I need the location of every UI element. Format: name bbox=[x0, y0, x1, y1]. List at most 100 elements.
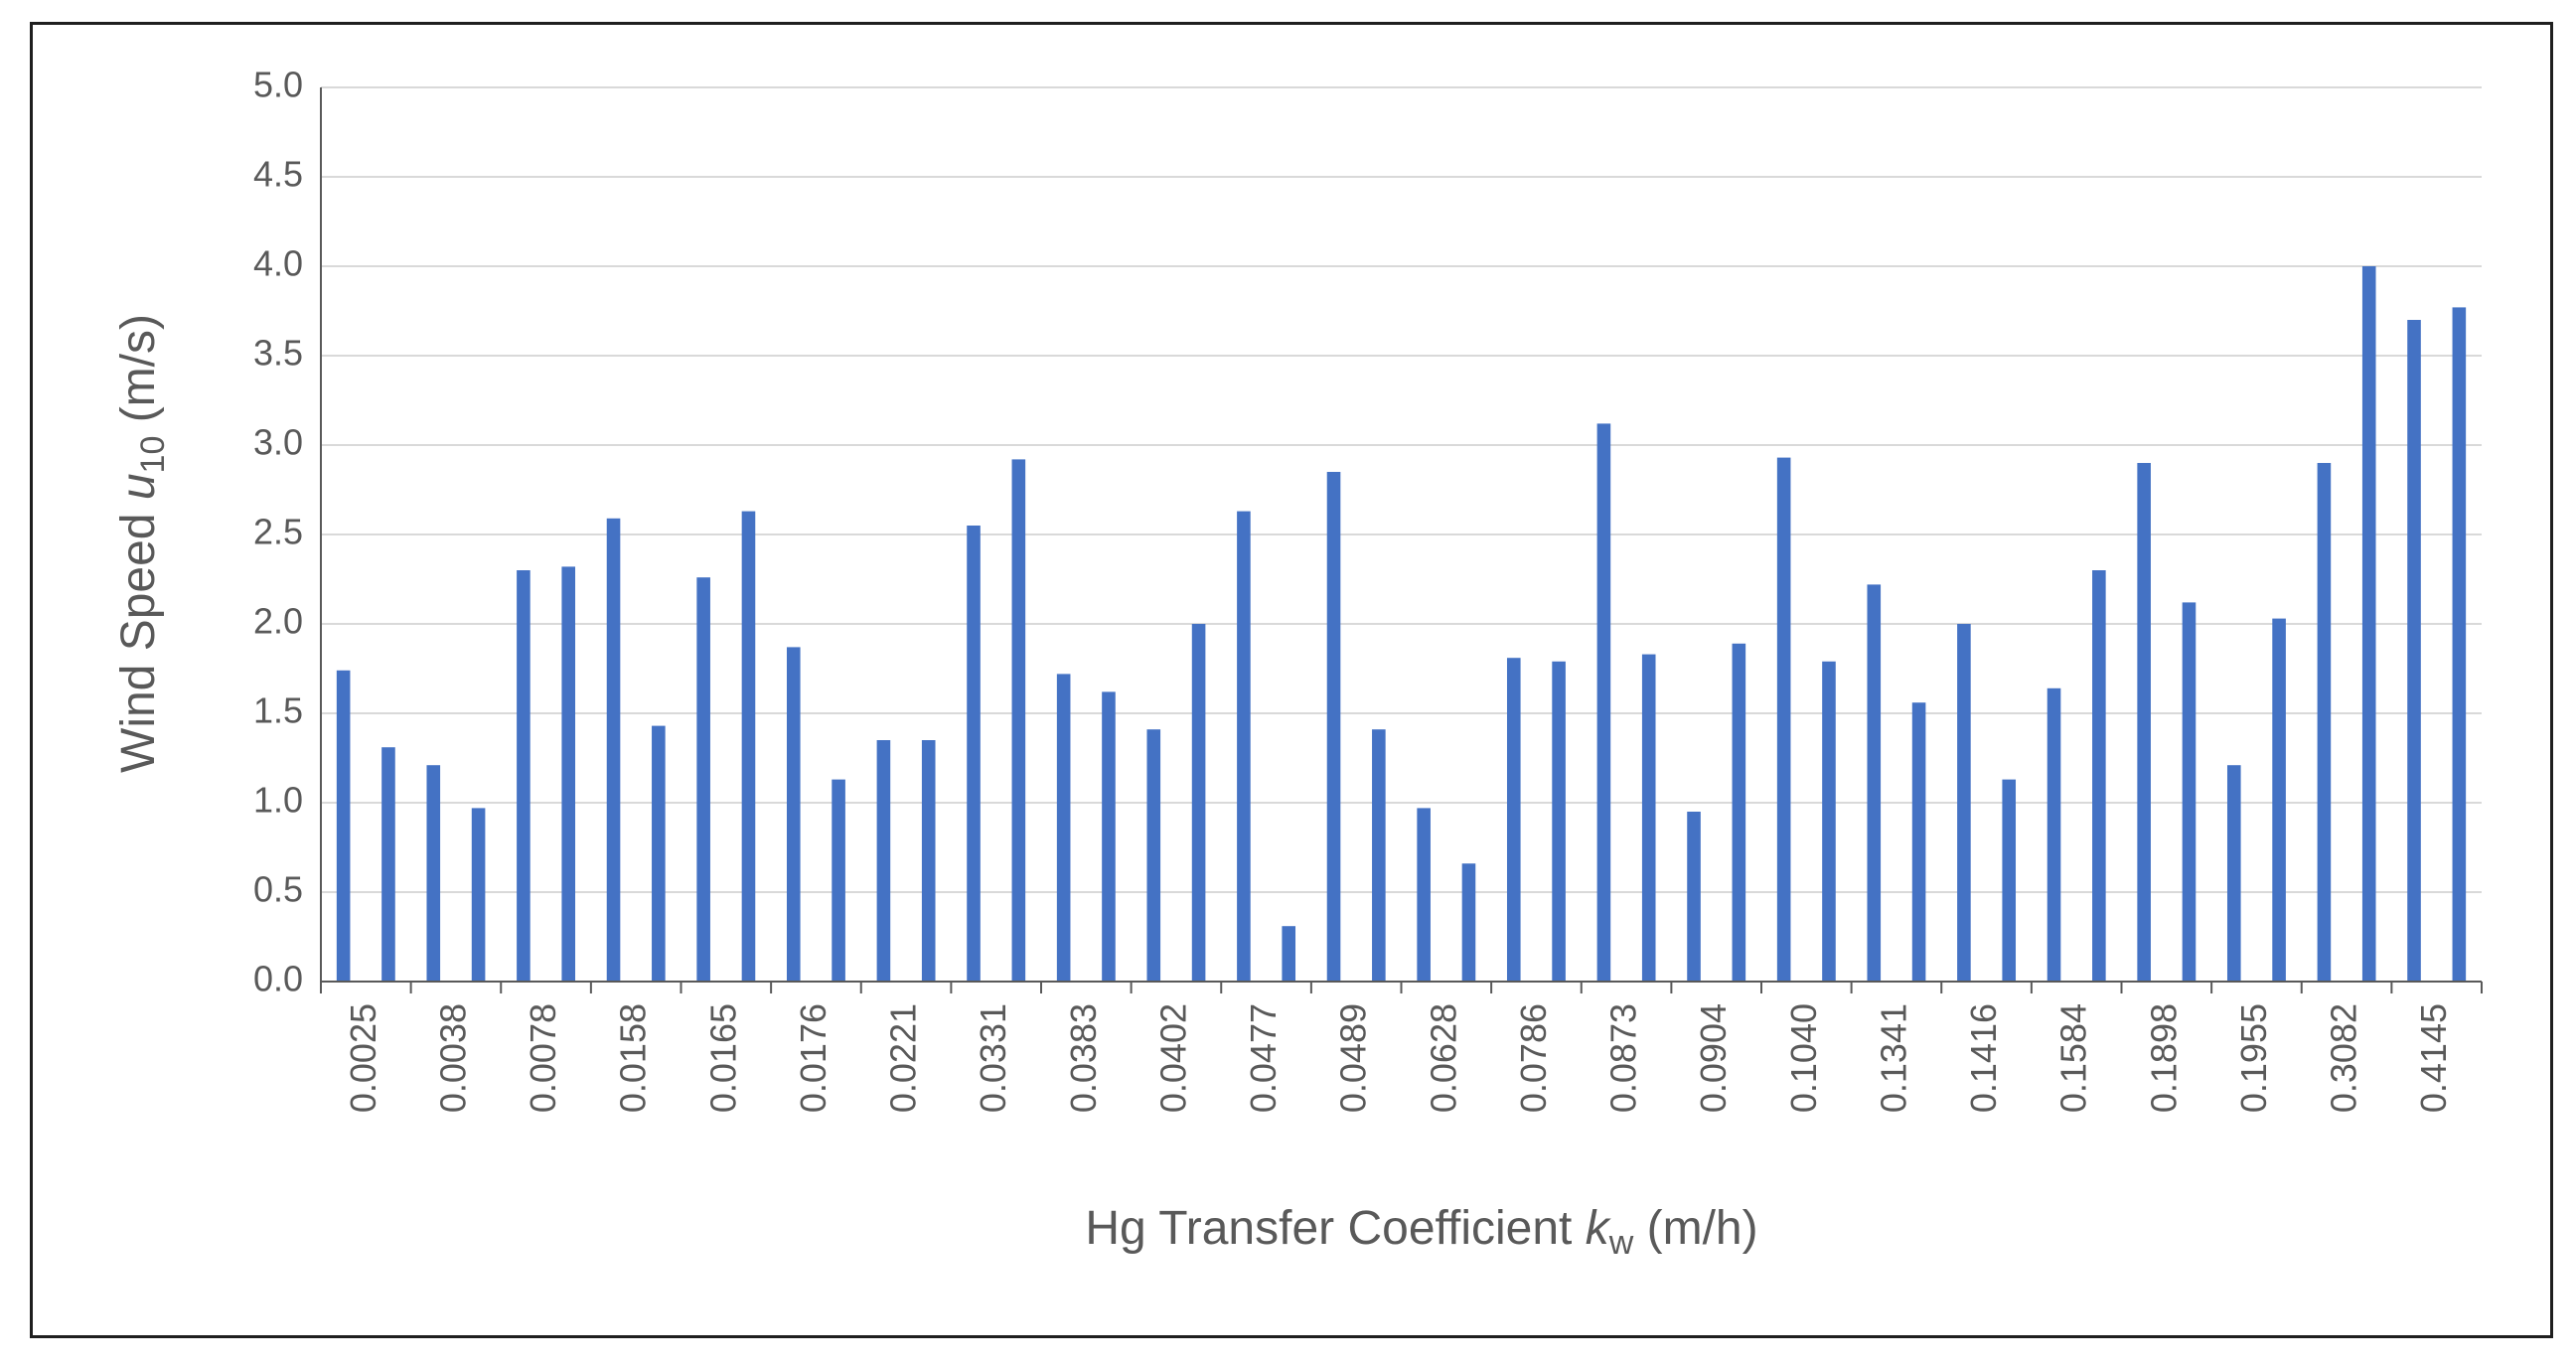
bar-46 bbox=[2361, 266, 2376, 982]
x-tick-label: 0.0786 bbox=[1513, 1003, 1554, 1113]
bar-28 bbox=[1552, 661, 1566, 982]
bar-42 bbox=[2182, 602, 2197, 982]
bar-29 bbox=[1596, 423, 1611, 982]
bar-5 bbox=[517, 570, 530, 982]
y-tick-label: 5.0 bbox=[253, 65, 303, 105]
bar-34 bbox=[1822, 661, 1836, 982]
bar-20 bbox=[1191, 624, 1206, 982]
y-axis-title-main: Wind Speed bbox=[112, 500, 165, 773]
axes bbox=[320, 87, 2483, 993]
y-axis-title-var: u bbox=[112, 473, 165, 500]
bar-30 bbox=[1641, 654, 1656, 982]
x-tick-label: 0.1416 bbox=[1963, 1003, 2004, 1113]
x-tick-label: 0.1584 bbox=[2053, 1003, 2094, 1113]
bar-41 bbox=[2137, 463, 2151, 982]
x-axis-title-var: k bbox=[1586, 1202, 1612, 1255]
x-tick-label: 0.3082 bbox=[2324, 1003, 2364, 1113]
bar-7 bbox=[606, 518, 621, 982]
y-axis-title-sub: 10 bbox=[134, 436, 172, 474]
x-tick-label: 0.0383 bbox=[1063, 1003, 1104, 1113]
bar-10 bbox=[741, 511, 756, 982]
bar-38 bbox=[2002, 779, 2017, 982]
x-tick-label: 0.1898 bbox=[2143, 1003, 2184, 1113]
bar-23 bbox=[1326, 472, 1341, 982]
bar-25 bbox=[1417, 808, 1431, 982]
x-tick-label: 0.0477 bbox=[1243, 1003, 1284, 1113]
x-tick-label: 0.0078 bbox=[523, 1003, 563, 1113]
x-tick-label: 0.0221 bbox=[883, 1003, 924, 1113]
x-axis-title: Hg Transfer Coefficient kw (m/h) bbox=[1085, 1202, 1757, 1262]
bar-48 bbox=[2452, 307, 2467, 982]
y-tick-label: 0.5 bbox=[253, 869, 303, 910]
bar-35 bbox=[1867, 584, 1882, 982]
x-tick-label: 0.0873 bbox=[1603, 1003, 1644, 1113]
bar-8 bbox=[652, 725, 666, 982]
y-tick-label: 4.0 bbox=[253, 243, 303, 284]
y-tick-label: 0.0 bbox=[253, 959, 303, 999]
bar-47 bbox=[2407, 320, 2421, 982]
bar-40 bbox=[2092, 570, 2106, 982]
bar-11 bbox=[786, 647, 801, 982]
x-tick-label: 0.0158 bbox=[613, 1003, 654, 1113]
bar-37 bbox=[1957, 624, 1971, 982]
bar-15 bbox=[967, 526, 981, 982]
bar-45 bbox=[2317, 463, 2332, 982]
x-tick-label: 0.0165 bbox=[702, 1003, 743, 1113]
y-tick-labels: 0.0 0.5 1.0 1.5 2.0 2.5 3.0 3.5 4.0 4.5 5.0 bbox=[253, 65, 303, 999]
bar-31 bbox=[1687, 812, 1701, 982]
x-tick-labels: 0.0025 0.0038 0.0078 0.0158 0.0165 0.0176 0.02… bbox=[343, 1003, 2454, 1113]
bar-26 bbox=[1461, 863, 1476, 982]
x-tick-label: 0.0904 bbox=[1693, 1003, 1734, 1113]
y-tick-label: 4.5 bbox=[253, 154, 303, 195]
y-tick-label: 3.0 bbox=[253, 422, 303, 463]
y-tick-label: 1.5 bbox=[253, 690, 303, 731]
y-tick-label: 3.5 bbox=[253, 333, 303, 374]
bar-4 bbox=[471, 808, 486, 982]
bar-16 bbox=[1011, 459, 1026, 982]
x-axis-title-sub: w bbox=[1608, 1224, 1634, 1262]
bar-36 bbox=[1911, 702, 1926, 982]
x-tick-label: 0.1341 bbox=[1873, 1003, 1913, 1113]
x-axis-title-unit: (m/h) bbox=[1633, 1202, 1757, 1255]
gridlines bbox=[321, 86, 2482, 893]
x-axis-title-main: Hg Transfer Coefficient bbox=[1085, 1202, 1585, 1255]
bar-17 bbox=[1056, 674, 1071, 982]
bars bbox=[336, 266, 2467, 983]
bar-27 bbox=[1506, 658, 1521, 982]
y-tick-label: 2.5 bbox=[253, 512, 303, 552]
bar-39 bbox=[2046, 687, 2061, 982]
y-tick-label: 2.0 bbox=[253, 601, 303, 642]
bar-32 bbox=[1732, 643, 1746, 982]
bar-6 bbox=[561, 566, 576, 982]
bar-13 bbox=[876, 740, 891, 982]
bar-19 bbox=[1146, 729, 1161, 982]
x-tick-label: 0.0176 bbox=[793, 1003, 833, 1113]
bar-2 bbox=[381, 747, 395, 982]
x-tick-label: 0.1040 bbox=[1783, 1003, 1824, 1113]
x-tick-label: 0.0038 bbox=[432, 1003, 473, 1113]
x-tick-label: 0.4145 bbox=[2413, 1003, 2454, 1113]
bar-chart: 0.0 0.5 1.0 1.5 2.0 2.5 3.0 3.5 4.0 4.5 5.0 0.0025… bbox=[112, 65, 2483, 1262]
bar-1 bbox=[336, 670, 351, 982]
bar-21 bbox=[1237, 511, 1251, 982]
y-axis-title: Wind Speed u10 (m/s) bbox=[112, 314, 172, 773]
bar-14 bbox=[921, 740, 936, 982]
x-tick-label: 0.0489 bbox=[1333, 1003, 1374, 1113]
bar-43 bbox=[2226, 765, 2241, 982]
chart-frame: 0.0 0.5 1.0 1.5 2.0 2.5 3.0 3.5 4.0 4.5 5.0 0.0025… bbox=[30, 22, 2553, 1338]
x-tick-label: 0.1955 bbox=[2233, 1003, 2274, 1113]
bar-24 bbox=[1372, 729, 1386, 982]
bar-3 bbox=[426, 765, 441, 982]
bar-44 bbox=[2272, 618, 2286, 982]
bar-33 bbox=[1776, 457, 1791, 983]
bar-9 bbox=[696, 577, 710, 982]
bar-18 bbox=[1102, 691, 1116, 982]
bar-22 bbox=[1282, 926, 1296, 982]
x-tick-label: 0.0331 bbox=[973, 1003, 1013, 1113]
bar-12 bbox=[832, 779, 845, 982]
y-tick-label: 1.0 bbox=[253, 780, 303, 821]
y-axis-title-unit: (m/s) bbox=[112, 314, 165, 436]
x-tick-label: 0.0628 bbox=[1423, 1003, 1463, 1113]
x-tick-label: 0.0025 bbox=[343, 1003, 383, 1113]
x-tick-label: 0.0402 bbox=[1152, 1003, 1193, 1113]
